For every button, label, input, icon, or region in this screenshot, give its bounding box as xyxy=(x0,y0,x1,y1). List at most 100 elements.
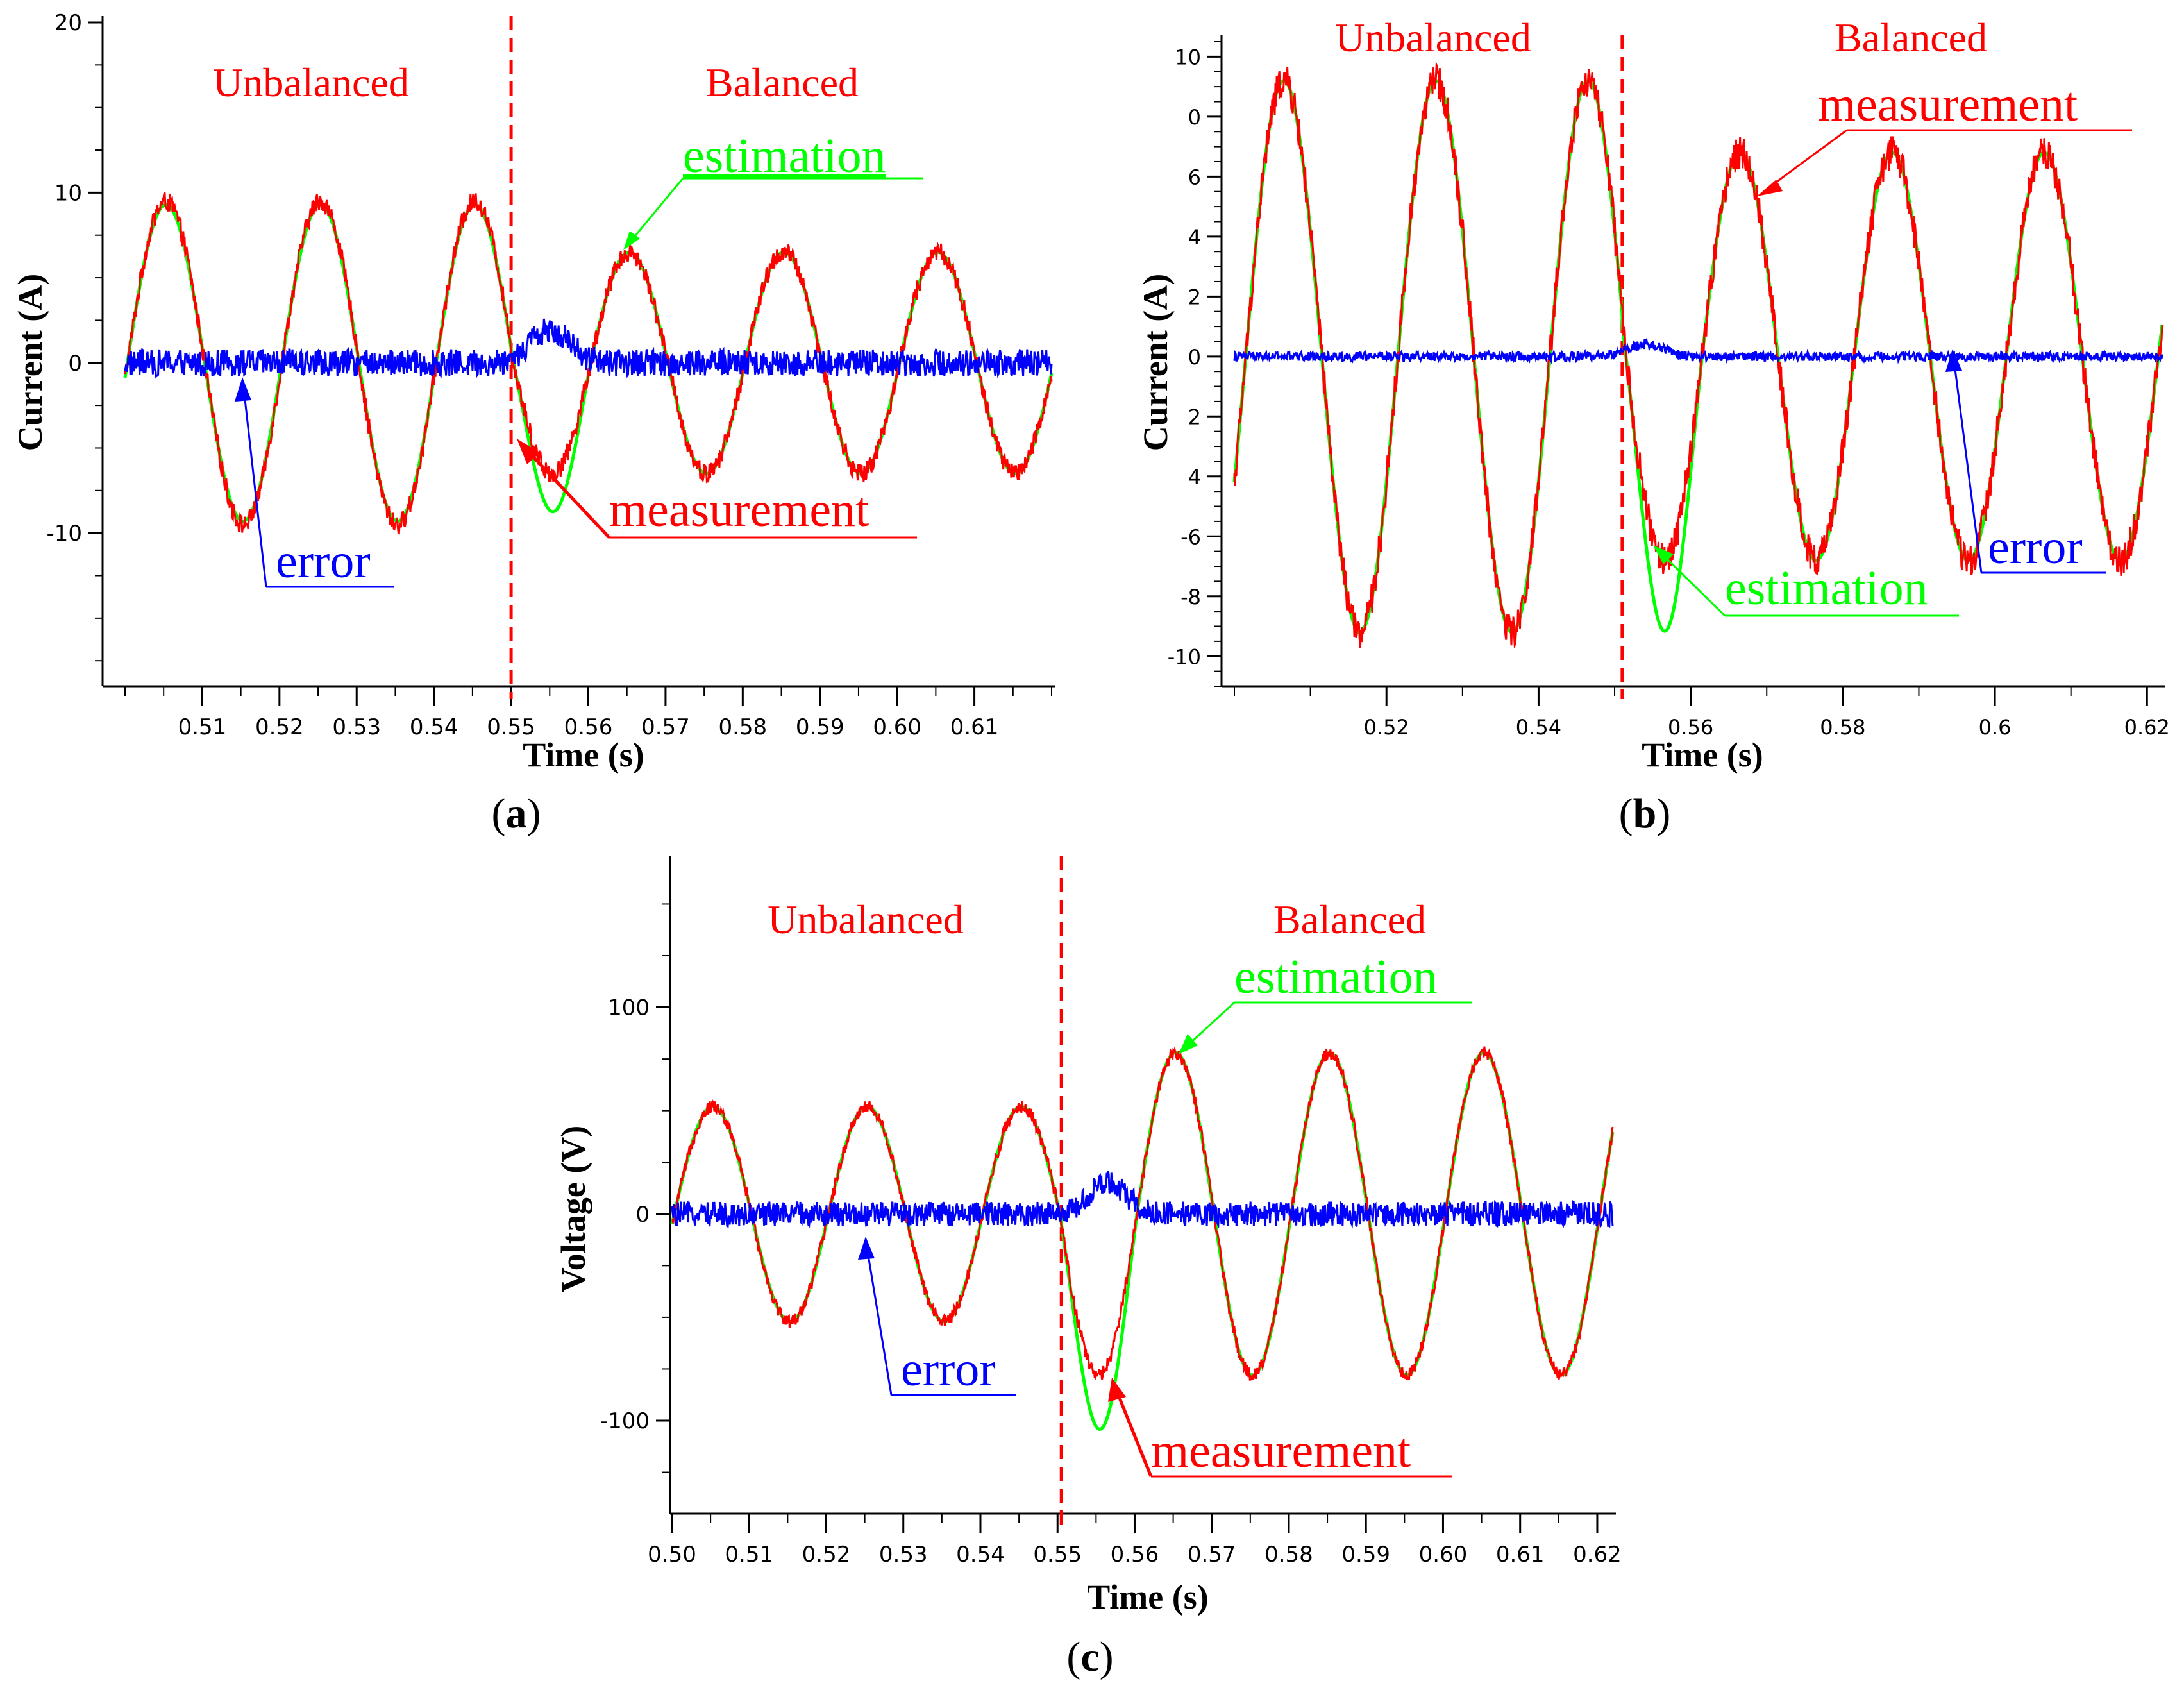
x-tick-label: 0.61 xyxy=(950,714,999,740)
x-tick-label: 0.62 xyxy=(1573,1542,1622,1568)
x-tick-label: 0.62 xyxy=(2124,715,2170,740)
x-tick-label: 0.61 xyxy=(1496,1542,1545,1568)
x-tick-label: 0.58 xyxy=(1264,1542,1313,1568)
y-tick-label: 6 xyxy=(1188,165,1201,189)
x-tick-label: 0.6 xyxy=(1979,715,2012,740)
x-tick-label: 0.53 xyxy=(332,714,381,740)
x-tick-label: 0.55 xyxy=(1033,1542,1082,1568)
region-balanced-label: Balanced xyxy=(1835,15,1987,60)
x-tick-label: 0.58 xyxy=(1820,715,1865,740)
x-axis-title-b: Time (s) xyxy=(1642,736,1763,774)
y-tick-label: -100 xyxy=(600,1408,650,1434)
annotation-error: error xyxy=(276,534,371,588)
y-tick-label: 10 xyxy=(1175,45,1201,69)
y-tick-label: 0 xyxy=(68,351,82,376)
annotation-estimation-arrowhead xyxy=(1653,545,1674,564)
plot-area-b: 0.52 0.54 0.56 0.58 0.6 0.62 10 0 6 4 2 0 2 4 -6 -8 -10 xyxy=(1168,35,2170,740)
annotation-estimation-arrow xyxy=(1659,552,1726,617)
x-tick-label: 0.59 xyxy=(1341,1542,1390,1568)
annotation-error: error xyxy=(1988,520,2083,574)
x-tick-label: 0.50 xyxy=(648,1542,696,1568)
region-unbalanced-label: Unbalanced xyxy=(768,897,964,942)
series-error-line xyxy=(671,1170,1614,1229)
x-tick-label: 0.54 xyxy=(956,1542,1005,1568)
y-axis-title-c: Voltage (V) xyxy=(554,1126,592,1292)
x-tick-label: 0.52 xyxy=(1364,715,1409,740)
annotation-error: error xyxy=(901,1342,996,1396)
x-tick-label: 0.56 xyxy=(1668,715,1713,740)
annotation-error-arrowhead xyxy=(1945,349,1962,372)
series-error-line xyxy=(1233,337,2163,364)
panel-label-b: (b) xyxy=(1619,790,1671,837)
x-tick-label: 0.58 xyxy=(718,714,767,740)
y-tick-label: 4 xyxy=(1188,465,1201,489)
y-tick-label: -10 xyxy=(1168,645,1201,669)
annotation-measurement-arrow xyxy=(1114,1388,1153,1477)
x-tick-label: 0.54 xyxy=(410,714,458,740)
x-tick-label: 0.57 xyxy=(1188,1542,1236,1568)
annotation-measurement: measurement xyxy=(1818,78,2078,131)
x-tick-label: 0.52 xyxy=(802,1542,851,1568)
chart-panel-c: 0.50 0.51 0.52 0.53 0.54 0.55 0.56 0.57 0.58 0.59… xyxy=(554,856,1622,1680)
x-tick-label: 0.59 xyxy=(796,714,844,740)
x-tick-label: 0.60 xyxy=(873,714,921,740)
y-axis-title-b: Current (A) xyxy=(1136,274,1175,451)
panel-label-c: (c) xyxy=(1066,1634,1113,1680)
annotation-error-arrow xyxy=(242,387,267,587)
y-tick-label: 0 xyxy=(1188,345,1201,369)
annotation-estimation: estimation xyxy=(1725,561,1928,615)
y-tick-label: 2 xyxy=(1188,285,1201,309)
annotation-estimation: estimation xyxy=(1234,950,1438,1004)
x-tick-label: 0.51 xyxy=(725,1542,773,1568)
x-tick-label: 0.52 xyxy=(255,714,304,740)
x-tick-label: 0.56 xyxy=(564,714,613,740)
annotation-measurement-arrow xyxy=(1766,129,1847,190)
annotation-estimation-arrowhead xyxy=(1179,1034,1198,1054)
annotation-measurement-arrow xyxy=(525,448,610,539)
annotation-estimation-arrow xyxy=(1185,1001,1236,1048)
plot-area-a: 0.51 0.52 0.53 0.54 0.55 0.56 0.57 0.58 0.59 0.60… xyxy=(46,10,1055,740)
annotation-error-arrowhead xyxy=(235,377,251,402)
series-measurement-line xyxy=(124,192,1053,535)
y-tick-label: -8 xyxy=(1180,585,1201,609)
y-axis-title-a: Current (A) xyxy=(11,274,49,451)
annotation-estimation: estimation xyxy=(683,129,886,183)
x-tick-label: 0.53 xyxy=(879,1542,928,1568)
x-tick-label: 0.51 xyxy=(178,714,227,740)
annotation-measurement-arrowhead xyxy=(1757,180,1783,196)
y-tick-label: 20 xyxy=(55,10,82,36)
annotation-estimation-arrowhead xyxy=(623,231,640,250)
panel-label-a: (a) xyxy=(492,790,541,837)
chart-panel-a: 0.51 0.52 0.53 0.54 0.55 0.56 0.57 0.58 0.59 0.60… xyxy=(11,10,1055,837)
annotation-error-arrowhead xyxy=(858,1237,875,1260)
y-tick-label: 4 xyxy=(1188,225,1201,249)
region-balanced-label: Balanced xyxy=(706,60,859,105)
chart-panel-b: 0.52 0.54 0.56 0.58 0.6 0.62100642024-6-8-10 … xyxy=(1136,15,2170,837)
y-tick-label: 0 xyxy=(1188,105,1201,130)
series-measurement-line xyxy=(1233,61,2163,649)
region-unbalanced-label: Unbalanced xyxy=(213,60,409,105)
x-tick-label: 0.57 xyxy=(641,714,690,740)
x-axis-title-a: Time (s) xyxy=(523,736,644,774)
y-tick-label: -6 xyxy=(1180,525,1201,549)
x-axis-title-c: Time (s) xyxy=(1087,1578,1208,1616)
region-balanced-label: Balanced xyxy=(1273,897,1426,942)
region-unbalanced-label: Unbalanced xyxy=(1335,15,1531,60)
panel-letter-b: b xyxy=(1633,790,1657,837)
x-tick-label: 0.60 xyxy=(1419,1542,1468,1568)
x-tick-label: 0.56 xyxy=(1111,1542,1159,1568)
y-tick-label: 0 xyxy=(635,1202,650,1228)
series-error-line xyxy=(124,318,1053,379)
panel-letter-c: c xyxy=(1080,1634,1099,1680)
y-tick-label: 100 xyxy=(608,995,650,1021)
annotation-measurement: measurement xyxy=(1151,1424,1411,1478)
x-tick-label: 0.55 xyxy=(487,714,535,740)
plot-area-c: 0.50 0.51 0.52 0.53 0.54 0.55 0.56 0.57 0.58 0.59… xyxy=(600,856,1622,1568)
annotation-measurement-arrowhead xyxy=(517,439,540,464)
y-tick-label: 10 xyxy=(55,180,82,206)
annotation-measurement: measurement xyxy=(609,483,869,537)
x-tick-label: 0.54 xyxy=(1516,715,1561,740)
annotation-error-arrow xyxy=(866,1247,893,1396)
